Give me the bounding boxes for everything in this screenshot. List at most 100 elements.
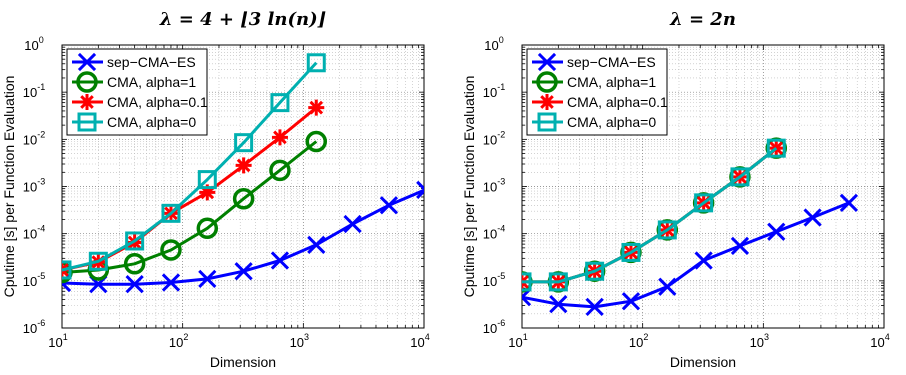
data-point xyxy=(379,196,399,215)
y-tick-label: 10-4 xyxy=(483,224,505,242)
data-point xyxy=(125,231,145,251)
data-point-stroke xyxy=(62,280,72,293)
y-tick-label: 10-6 xyxy=(23,318,45,336)
y-tick-exp: -1 xyxy=(37,82,45,92)
y-tick-label: 10-1 xyxy=(23,82,45,100)
data-point xyxy=(522,272,532,292)
x-tick-exp: 2 xyxy=(183,332,188,342)
x-tick-label: 103 xyxy=(290,332,309,350)
data-point-stroke xyxy=(767,222,786,241)
data-point xyxy=(621,292,641,311)
series-square xyxy=(522,138,786,292)
legend: sep−CMA−ES CMA, alpha=1 CMA, alpha=0.1 CMA,… xyxy=(526,48,668,136)
data-point-stroke xyxy=(803,208,822,227)
data-point-stroke xyxy=(522,275,529,285)
data-point xyxy=(768,140,785,157)
y-tick-exp: -6 xyxy=(37,318,45,328)
y-tick-label: 100 xyxy=(484,35,503,53)
y-tick-base: 10 xyxy=(23,180,37,195)
y-tick-base: 10 xyxy=(23,321,37,336)
legend-marker xyxy=(537,52,557,72)
y-tick-exp: -3 xyxy=(37,177,45,187)
legend-marker xyxy=(79,94,95,110)
legend-label: sep−CMA−ES xyxy=(107,54,196,70)
y-tick-label: 100 xyxy=(24,35,43,53)
legend-label: CMA, alpha=1 xyxy=(107,74,196,90)
data-point xyxy=(306,53,326,73)
y-tick-label: 10-4 xyxy=(23,224,45,242)
x-tick-base: 10 xyxy=(629,335,643,350)
chart-right: 101 102 103 10410-610-510-410-310-210-1100λ… xyxy=(461,9,890,370)
chart-title: λ = 4 + ⌊3 ln(n)⌋ xyxy=(159,9,326,30)
y-tick-label: 10-2 xyxy=(483,129,505,147)
data-point-stroke xyxy=(416,180,424,191)
y-tick-base: 10 xyxy=(24,38,38,53)
data-point xyxy=(343,214,362,234)
legend-marker xyxy=(536,71,558,93)
y-tick-label: 10-5 xyxy=(483,271,505,289)
y-tick-exp: -1 xyxy=(497,82,505,92)
data-point xyxy=(161,203,181,223)
data-point-stroke xyxy=(730,236,750,256)
y-tick-label: 10-1 xyxy=(483,82,505,100)
series-x xyxy=(522,193,859,317)
x-tick-label: 101 xyxy=(508,332,527,350)
y-tick-label: 10-6 xyxy=(483,318,505,336)
legend-marker xyxy=(539,94,555,110)
data-point-stroke xyxy=(343,214,362,234)
x-tick-exp: 3 xyxy=(304,332,309,342)
data-point xyxy=(767,222,786,241)
y-tick-base: 10 xyxy=(483,274,497,289)
y-tick-base: 10 xyxy=(483,321,497,336)
series-line xyxy=(522,201,850,309)
x-tick-label: 104 xyxy=(870,332,889,350)
data-point xyxy=(234,262,253,281)
data-point xyxy=(548,272,568,292)
data-point xyxy=(658,277,677,296)
data-point xyxy=(585,261,605,281)
y-tick-exp: -3 xyxy=(497,177,505,187)
data-point xyxy=(549,295,568,314)
y-tick-base: 10 xyxy=(483,180,497,195)
x-axis-label: Dimension xyxy=(210,354,276,370)
data-point xyxy=(235,157,252,174)
data-point xyxy=(232,187,255,210)
x-tick-label: 103 xyxy=(750,332,769,350)
y-axis-label: Cputime [s] per Function Evaluation xyxy=(1,76,17,298)
y-tick-base: 10 xyxy=(23,132,37,147)
data-point xyxy=(62,260,72,280)
data-point xyxy=(196,217,219,240)
y-tick-base: 10 xyxy=(484,38,498,53)
legend-marker-stroke xyxy=(537,52,557,72)
data-point xyxy=(308,99,325,116)
x-tick-exp: 2 xyxy=(643,332,648,342)
data-point xyxy=(160,239,182,261)
data-point-stroke xyxy=(307,235,326,254)
data-point xyxy=(88,251,108,271)
y-tick-label: 10-2 xyxy=(23,129,45,147)
x-tick-base: 10 xyxy=(290,335,304,350)
x-tick-base: 10 xyxy=(48,335,62,350)
x-tick-base: 10 xyxy=(410,335,424,350)
y-tick-exp: -6 xyxy=(497,318,505,328)
legend-marker-stroke xyxy=(77,52,97,72)
data-point-stroke xyxy=(234,262,253,281)
y-tick-exp: -5 xyxy=(37,271,45,281)
data-point-stroke xyxy=(585,297,604,317)
x-tick-base: 10 xyxy=(169,335,183,350)
data-point-stroke xyxy=(522,295,532,307)
y-tick-label: 10-3 xyxy=(23,177,45,195)
y-tick-exp: 0 xyxy=(499,35,504,45)
data-point xyxy=(585,297,604,317)
x-axis-label: Dimension xyxy=(670,354,736,370)
y-axis-label: Cputime [s] per Function Evaluation xyxy=(461,76,477,298)
data-point xyxy=(803,208,822,227)
data-layer xyxy=(522,137,859,317)
data-point xyxy=(125,275,144,294)
series-line xyxy=(522,147,778,284)
data-point xyxy=(307,235,326,254)
data-point-stroke xyxy=(236,158,251,173)
data-point xyxy=(270,93,290,113)
data-point-stroke xyxy=(549,295,568,314)
data-point xyxy=(766,138,786,158)
